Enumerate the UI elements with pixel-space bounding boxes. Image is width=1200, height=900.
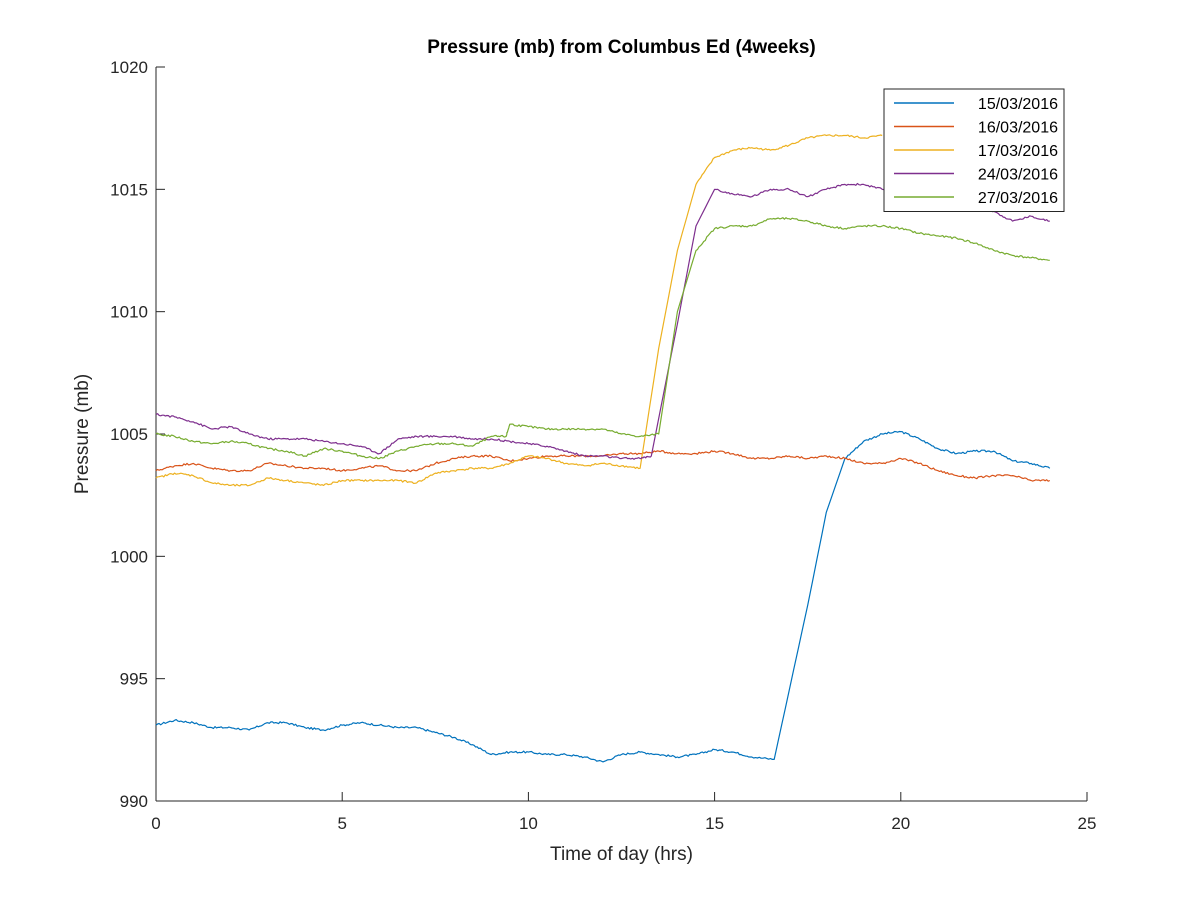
- legend-entry-label: 27/03/2016: [978, 190, 1058, 207]
- y-tick-label: 1010: [110, 303, 148, 322]
- x-tick-label: 5: [337, 814, 346, 833]
- series-line-4: [155, 182, 1050, 460]
- y-tick-label: 1020: [110, 58, 148, 77]
- legend: 15/03/2016 16/03/2016 17/03/2016 24/03/2016…: [883, 88, 1065, 212]
- series-line-5: [155, 217, 1050, 460]
- y-tick-label: 1000: [110, 547, 148, 566]
- y-tick-label: 995: [120, 670, 148, 689]
- series-line-3: [155, 134, 883, 487]
- x-tick-label: 10: [519, 814, 538, 833]
- x-axis-label: Time of day (hrs): [550, 844, 693, 865]
- legend-entry-label: 17/03/2016: [978, 143, 1058, 160]
- legend-entry-label: 15/03/2016: [978, 96, 1058, 113]
- x-tick-label: 15: [705, 814, 724, 833]
- y-tick-label: 1005: [110, 425, 148, 444]
- legend-entry-label: 16/03/2016: [978, 120, 1058, 137]
- legend-entry-label: 24/03/2016: [978, 167, 1058, 184]
- plot-series: [155, 134, 1051, 763]
- x-tick-label: 25: [1078, 814, 1097, 833]
- x-tick-label: 0: [151, 814, 160, 833]
- y-tick-label: 1015: [110, 180, 148, 199]
- series-line-2: [155, 450, 1051, 482]
- y-axis-label: Pressure (mb): [72, 374, 93, 494]
- series-line-1: [155, 430, 1051, 763]
- y-tick-label: 990: [120, 792, 148, 811]
- chart-title: Pressure (mb) from Columbus Ed (4weeks): [427, 37, 816, 58]
- x-tick-label: 20: [891, 814, 910, 833]
